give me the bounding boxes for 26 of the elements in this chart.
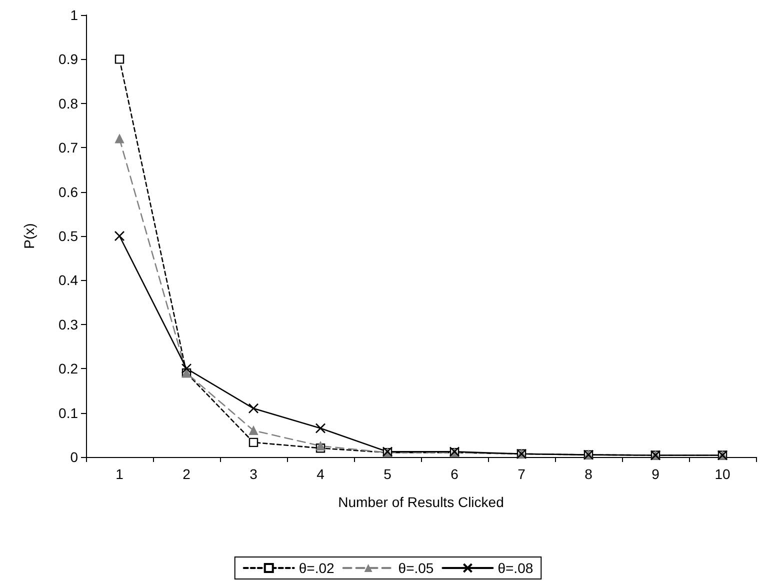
- legend-label: θ=.08: [498, 560, 534, 576]
- x-tick-label: 9: [652, 466, 660, 482]
- x-tick-label: 1: [116, 466, 124, 482]
- x-tick-label: 2: [182, 466, 191, 482]
- legend-label: θ=.05: [398, 560, 434, 576]
- y-tick-label: 0.6: [58, 184, 78, 200]
- y-tick-label: 0: [70, 449, 78, 465]
- x-axis-title: Number of Results Clicked: [338, 494, 504, 510]
- y-tick-label: 0.8: [58, 95, 78, 112]
- legend-label: θ=.02: [298, 560, 334, 576]
- y-tick-label: 0.9: [58, 51, 78, 68]
- x-tick-label: 7: [518, 466, 526, 482]
- y-tick-label: 0.1: [58, 404, 78, 421]
- y-tick-label: 1: [70, 7, 78, 23]
- x-tick-label: 6: [450, 466, 459, 482]
- x-tick-label: 8: [584, 466, 593, 482]
- y-axis-title: P(x): [21, 223, 37, 249]
- y-tick-label: 0.3: [58, 316, 78, 332]
- y-tick-label: 0.5: [58, 228, 78, 244]
- x-tick-label: 10: [714, 466, 730, 482]
- x-tick-label: 4: [316, 466, 325, 482]
- y-tick-label: 0.2: [58, 360, 78, 377]
- y-tick-label: 0.4: [58, 272, 78, 288]
- x-tick-label: 5: [384, 466, 392, 482]
- x-tick-label: 3: [250, 466, 258, 482]
- y-tick-label: 0.7: [58, 140, 78, 156]
